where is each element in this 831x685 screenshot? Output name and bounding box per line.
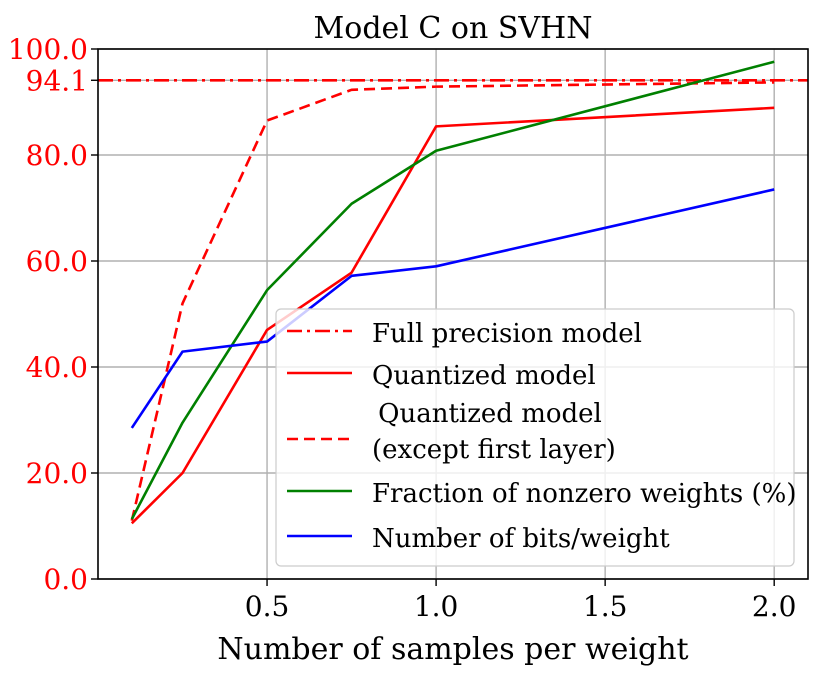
x-tick-label: 1.5 bbox=[583, 590, 628, 623]
legend: Full precision model Quantized model Quant… bbox=[275, 308, 796, 567]
legend-label-1: Full precision model bbox=[372, 319, 642, 349]
y-tick-label: 80.0 bbox=[26, 139, 88, 172]
legend-label-3: Quantized model bbox=[378, 399, 602, 429]
legend-label-5: Number of bits/weight bbox=[372, 524, 670, 554]
x-tick-label: 1.0 bbox=[414, 590, 459, 623]
legend-box bbox=[275, 308, 795, 567]
y-tick-label: 0.0 bbox=[43, 563, 88, 596]
plot-frame bbox=[97, 48, 809, 580]
x-axis-label: Number of samples per weight bbox=[217, 632, 688, 667]
series-lines bbox=[98, 60, 808, 525]
legend-label-3: (except first layer) bbox=[372, 435, 616, 465]
y-tick-label: 60.0 bbox=[26, 245, 88, 278]
x-tick-label: 2.0 bbox=[752, 590, 797, 623]
series-line-4 bbox=[130, 60, 775, 520]
y-tick-label: 100.0 bbox=[8, 33, 88, 66]
x-tick-label: 0.5 bbox=[245, 590, 290, 623]
y-tick-label: 94.1 bbox=[26, 64, 88, 97]
y-tick-label: 20.0 bbox=[26, 457, 88, 490]
legend-label-2: Quantized model bbox=[372, 361, 596, 391]
series-line-3 bbox=[130, 81, 775, 521]
legend-label-4: Fraction of nonzero weights (%) bbox=[372, 479, 796, 509]
y-tick-label: 40.0 bbox=[26, 351, 88, 384]
series-line-2 bbox=[130, 106, 775, 525]
chart-title: Model C on SVHN bbox=[314, 11, 593, 46]
